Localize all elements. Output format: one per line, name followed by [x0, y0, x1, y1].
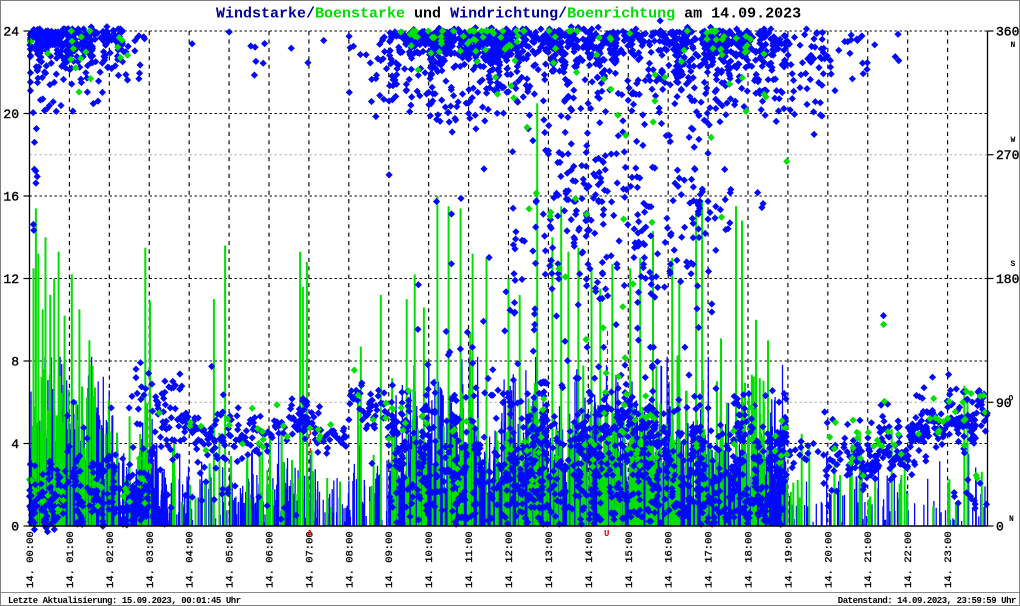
- svg-text:W: W: [1011, 136, 1016, 145]
- svg-text:14. 17:00: 14. 17:00: [704, 531, 716, 588]
- svg-text:14. 06:00: 14. 06:00: [265, 531, 277, 588]
- svg-text:14. 15:00: 14. 15:00: [624, 531, 636, 588]
- svg-text:14. 09:00: 14. 09:00: [384, 531, 396, 588]
- svg-text:14. 08:00: 14. 08:00: [344, 531, 356, 588]
- svg-text:360: 360: [996, 25, 1019, 40]
- svg-text:Windstarke/Boenstarke und Wind: Windstarke/Boenstarke und Windrichtung/B…: [216, 6, 801, 23]
- svg-text:24: 24: [3, 25, 19, 40]
- svg-text:14. 05:00: 14. 05:00: [225, 531, 237, 588]
- svg-text:14. 18:00: 14. 18:00: [744, 531, 756, 588]
- svg-text:14. 11:00: 14. 11:00: [464, 531, 476, 588]
- svg-text:S: S: [1011, 260, 1016, 269]
- svg-text:14. 10:00: 14. 10:00: [424, 531, 436, 588]
- svg-text:14. 02:00: 14. 02:00: [105, 531, 117, 588]
- svg-text:270: 270: [996, 148, 1019, 163]
- svg-text:14. 01:00: 14. 01:00: [65, 531, 77, 588]
- svg-text:14. 03:00: 14. 03:00: [145, 531, 157, 588]
- svg-text:14. 04:00: 14. 04:00: [185, 531, 197, 588]
- svg-text:14. 16:00: 14. 16:00: [664, 531, 676, 588]
- svg-text:14. 14:00: 14. 14:00: [584, 531, 596, 588]
- svg-text:14. 12:00: 14. 12:00: [504, 531, 516, 588]
- svg-text:O: O: [1009, 395, 1014, 404]
- svg-text:14. 23:00: 14. 23:00: [943, 531, 955, 588]
- svg-text:14. 21:00: 14. 21:00: [863, 531, 875, 588]
- svg-text:0: 0: [11, 520, 19, 535]
- svg-text:14. 19:00: 14. 19:00: [783, 531, 795, 588]
- svg-text:14. 22:00: 14. 22:00: [903, 531, 915, 588]
- svg-text:14. 20:00: 14. 20:00: [823, 531, 835, 588]
- svg-text:180: 180: [996, 272, 1019, 287]
- svg-text:90: 90: [996, 396, 1012, 411]
- svg-text:16: 16: [3, 190, 19, 205]
- svg-text:4: 4: [11, 437, 19, 452]
- svg-text:U: U: [604, 529, 609, 539]
- svg-text:14. 07:00: 14. 07:00: [304, 531, 316, 588]
- svg-text:N: N: [1009, 515, 1014, 524]
- svg-text:0: 0: [996, 520, 1004, 535]
- svg-text:14. 13:00: 14. 13:00: [544, 531, 556, 588]
- svg-text:Datenstand: 14.09.2023, 23:59:: Datenstand: 14.09.2023, 23:59:59 Uhr: [838, 596, 1016, 606]
- svg-text:N: N: [1011, 41, 1016, 50]
- svg-text:12: 12: [3, 272, 19, 287]
- svg-text:A: A: [307, 529, 313, 539]
- svg-text:8: 8: [11, 355, 19, 370]
- svg-text:20: 20: [3, 107, 19, 122]
- svg-text:Letzte Aktualisierung: 15.09.2: Letzte Aktualisierung: 15.09.2023, 00:01…: [8, 596, 241, 606]
- svg-text:14. 00:00: 14. 00:00: [25, 531, 37, 588]
